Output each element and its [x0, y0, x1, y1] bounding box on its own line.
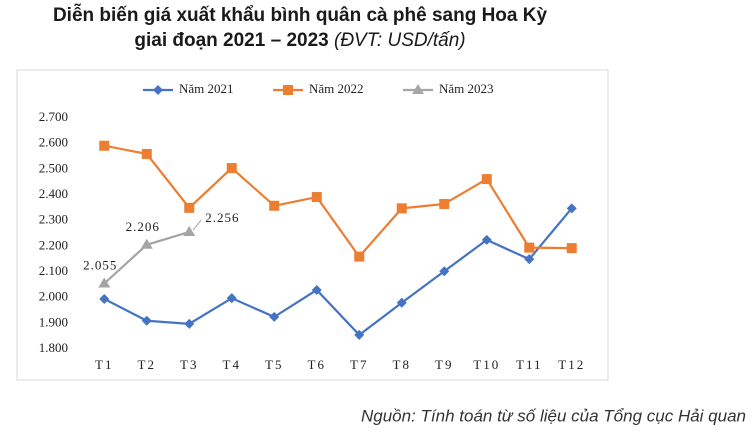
marker: [524, 254, 535, 265]
marker: [99, 140, 110, 151]
x-tick-label: T11: [516, 357, 542, 372]
marker: [183, 225, 196, 236]
y-tick-label: 1.800: [39, 340, 68, 355]
legend-label: Năm 2022: [309, 81, 364, 96]
marker: [226, 293, 237, 304]
marker: [311, 284, 322, 295]
marker: [269, 200, 280, 211]
y-tick-label: 2.700: [39, 109, 68, 124]
marker: [439, 198, 450, 209]
marker: [99, 293, 110, 304]
y-tick-label: 2.600: [39, 135, 68, 150]
x-tick-label: T8: [393, 357, 411, 372]
marker: [412, 84, 424, 94]
legend-label: Năm 2023: [439, 81, 494, 96]
x-tick-label: T7: [350, 357, 368, 372]
marker: [524, 242, 535, 253]
y-tick-label: 2.000: [39, 289, 68, 304]
x-tick-label: T1: [95, 357, 113, 372]
legend-label: Năm 2021: [179, 81, 234, 96]
y-tick-label: 2.100: [39, 263, 68, 278]
x-tick-label: T2: [138, 357, 156, 372]
x-tick-label: T9: [435, 357, 453, 372]
x-tick-label: T5: [265, 357, 283, 372]
y-tick-label: 2.200: [39, 237, 68, 252]
x-tick-label: T6: [308, 357, 326, 372]
y-tick-label: 1.900: [39, 314, 68, 329]
marker: [396, 203, 407, 214]
data-label: 2.256: [205, 210, 239, 225]
chart-title: giai đoạn 2021 – 2023: [134, 30, 328, 51]
marker: [396, 297, 407, 308]
series-line: [104, 144, 572, 259]
marker: [283, 85, 293, 95]
x-tick-label: T3: [180, 357, 198, 372]
leader-line: [192, 219, 202, 231]
source: Nguồn: Tính toán từ số liệu của Tổng cục…: [361, 406, 746, 425]
data-label: 2.055: [83, 258, 117, 273]
chart-title-line: giai đoạn 2021 – 2023 (ĐVT: USD/tấn): [134, 30, 465, 51]
marker: [226, 163, 237, 174]
chart-title: Diễn biến giá xuất khẩu bình quân cà phê…: [53, 4, 548, 26]
marker: [184, 318, 195, 329]
y-tick-label: 2.300: [39, 212, 68, 227]
x-tick-label: T12: [558, 357, 585, 372]
y-tick-label: 2.500: [39, 160, 68, 175]
series-line: [103, 207, 573, 337]
marker: [354, 329, 365, 340]
marker: [481, 174, 492, 185]
marker: [481, 234, 492, 245]
marker: [98, 277, 111, 288]
marker: [566, 243, 577, 254]
y-tick-label: 2.400: [39, 186, 68, 201]
marker: [141, 148, 152, 159]
marker: [566, 203, 577, 214]
marker: [141, 315, 152, 326]
marker: [140, 238, 153, 249]
marker: [153, 85, 163, 95]
unit-note: (ĐVT: USD/tấn): [334, 30, 466, 51]
marker: [269, 311, 280, 322]
chart-frame: [16, 69, 609, 381]
marker: [311, 192, 322, 203]
x-tick-label: T4: [223, 357, 241, 372]
data-label: 2.206: [126, 219, 160, 234]
x-tick-label: T10: [473, 357, 500, 372]
marker: [184, 202, 195, 213]
marker: [354, 251, 365, 262]
marker: [439, 266, 450, 277]
